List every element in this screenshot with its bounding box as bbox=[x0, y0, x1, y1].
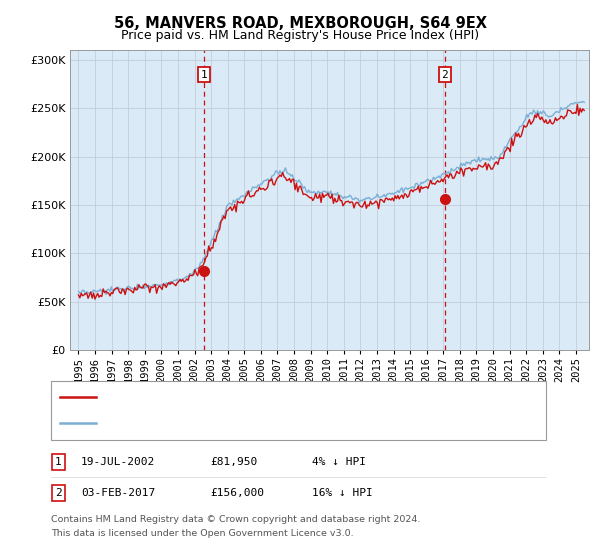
Text: 19-JUL-2002: 19-JUL-2002 bbox=[81, 457, 155, 467]
Text: 1: 1 bbox=[55, 457, 62, 467]
Text: 4% ↓ HPI: 4% ↓ HPI bbox=[312, 457, 366, 467]
Text: 2: 2 bbox=[442, 69, 448, 80]
Text: This data is licensed under the Open Government Licence v3.0.: This data is licensed under the Open Gov… bbox=[51, 529, 353, 538]
Text: 1: 1 bbox=[200, 69, 207, 80]
Text: £81,950: £81,950 bbox=[210, 457, 257, 467]
Text: HPI: Average price, detached house, Doncaster: HPI: Average price, detached house, Donc… bbox=[102, 418, 365, 428]
Text: 16% ↓ HPI: 16% ↓ HPI bbox=[312, 488, 373, 498]
Text: 2: 2 bbox=[55, 488, 62, 498]
Text: 56, MANVERS ROAD, MEXBOROUGH, S64 9EX (detached house): 56, MANVERS ROAD, MEXBOROUGH, S64 9EX (d… bbox=[102, 392, 458, 402]
Text: 03-FEB-2017: 03-FEB-2017 bbox=[81, 488, 155, 498]
Text: £156,000: £156,000 bbox=[210, 488, 264, 498]
Text: Contains HM Land Registry data © Crown copyright and database right 2024.: Contains HM Land Registry data © Crown c… bbox=[51, 515, 421, 524]
Text: Price paid vs. HM Land Registry's House Price Index (HPI): Price paid vs. HM Land Registry's House … bbox=[121, 29, 479, 42]
Text: 56, MANVERS ROAD, MEXBOROUGH, S64 9EX: 56, MANVERS ROAD, MEXBOROUGH, S64 9EX bbox=[113, 16, 487, 31]
